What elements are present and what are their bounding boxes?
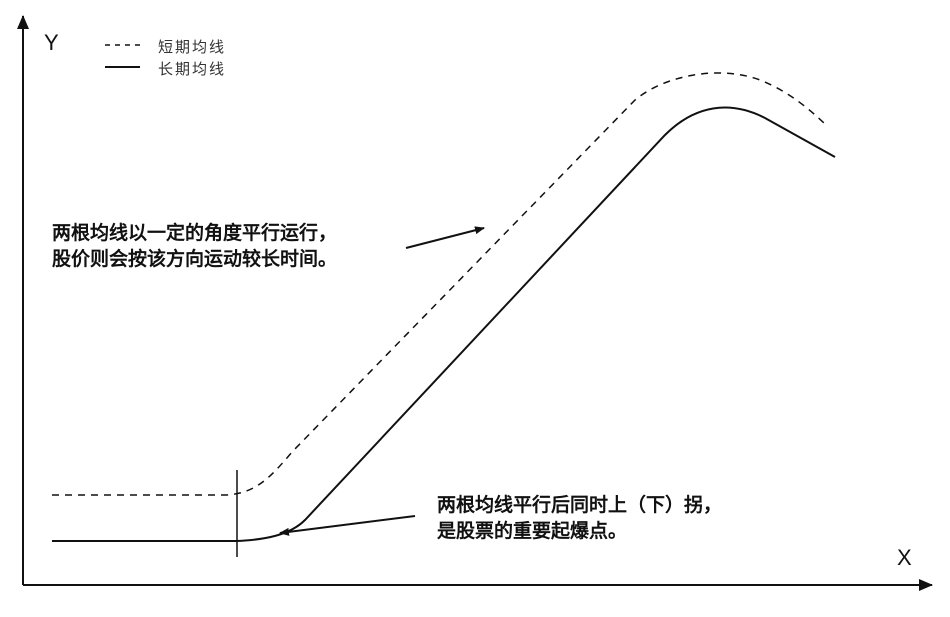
breakout-arrow xyxy=(279,515,416,536)
parallel-annotation-line-2: 股价则会按该方向运动较长时间。 xyxy=(52,248,338,270)
legend-short-ma: 短期均线 xyxy=(158,38,227,56)
breakout-annotation-line-2: 是股票的重要起爆点。 xyxy=(437,520,628,542)
parallel-annotation-line-1: 两根均线以一定的角度平行运行， xyxy=(52,222,338,244)
x-axis-label: X xyxy=(897,545,912,570)
parallel-annotation: 两根均线以一定的角度平行运行， 股价则会按该方向运动较长时间。 xyxy=(52,220,337,272)
breakout-annotation: 两根均线平行后同时上（下）拐， 是股票的重要起爆点。 xyxy=(437,492,722,544)
short-ma-line xyxy=(52,72,826,496)
legend-long-ma: 长期均线 xyxy=(158,60,227,78)
long-ma-line xyxy=(52,106,836,542)
breakout-annotation-line-1: 两根均线平行后同时上（下）拐， xyxy=(437,494,723,516)
y-axis-label: Y xyxy=(44,30,59,55)
parallel-arrow xyxy=(405,226,485,249)
